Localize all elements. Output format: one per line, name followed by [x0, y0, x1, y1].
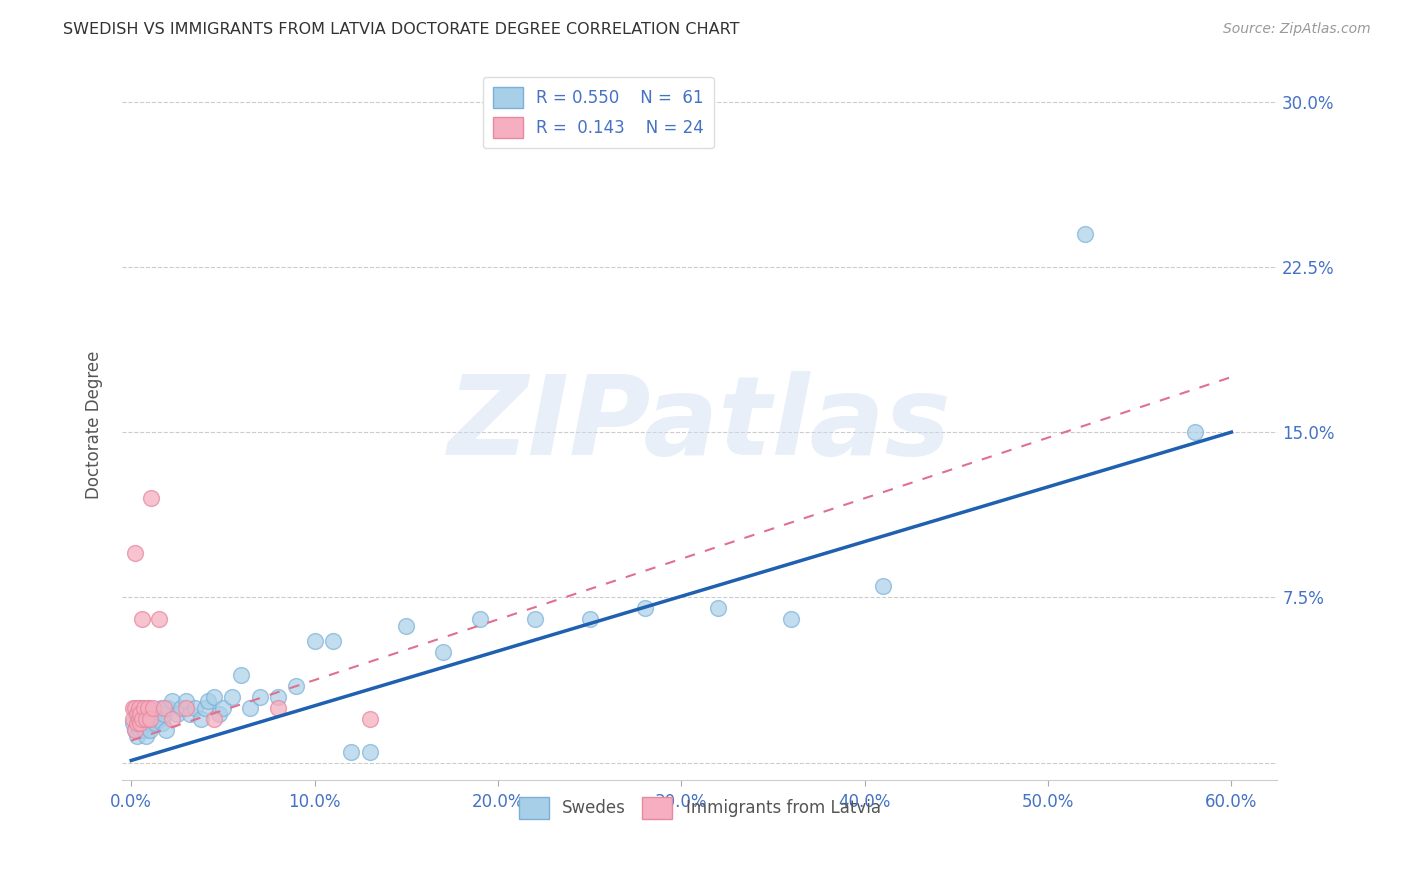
- Point: [285, 679, 308, 693]
- Point: [184, 700, 207, 714]
- Point: [125, 707, 148, 722]
- Text: Source: ZipAtlas.com: Source: ZipAtlas.com: [1223, 22, 1371, 37]
- Legend: Swedes, Immigrants from Latvia: Swedes, Immigrants from Latvia: [512, 790, 887, 825]
- Point: [132, 707, 155, 722]
- Point: [1184, 425, 1206, 439]
- Point: [131, 712, 153, 726]
- Point: [174, 700, 197, 714]
- Point: [153, 700, 176, 714]
- Point: [136, 700, 159, 714]
- Point: [249, 690, 271, 704]
- Point: [148, 712, 170, 726]
- Point: [124, 723, 146, 737]
- Point: [160, 694, 183, 708]
- Point: [707, 601, 730, 615]
- Point: [128, 712, 150, 726]
- Point: [135, 716, 157, 731]
- Point: [202, 712, 225, 726]
- Point: [131, 716, 153, 731]
- Point: [1074, 227, 1097, 241]
- Point: [128, 716, 150, 731]
- Point: [340, 745, 363, 759]
- Y-axis label: Doctorate Degree: Doctorate Degree: [86, 351, 103, 499]
- Point: [160, 712, 183, 726]
- Point: [239, 700, 262, 714]
- Point: [190, 712, 212, 726]
- Point: [872, 579, 894, 593]
- Point: [267, 700, 290, 714]
- Point: [129, 716, 152, 731]
- Text: ZIPatlas: ZIPatlas: [447, 371, 952, 478]
- Point: [395, 619, 418, 633]
- Point: [322, 634, 344, 648]
- Point: [138, 716, 160, 731]
- Point: [124, 546, 146, 560]
- Point: [304, 634, 326, 648]
- Point: [149, 700, 172, 714]
- Point: [131, 700, 153, 714]
- Point: [136, 700, 159, 714]
- Point: [523, 612, 546, 626]
- Point: [131, 612, 153, 626]
- Text: SWEDISH VS IMMIGRANTS FROM LATVIA DOCTORATE DEGREE CORRELATION CHART: SWEDISH VS IMMIGRANTS FROM LATVIA DOCTOR…: [63, 22, 740, 37]
- Point: [141, 491, 163, 506]
- Point: [128, 700, 150, 714]
- Point: [125, 716, 148, 731]
- Point: [125, 707, 148, 722]
- Point: [156, 700, 179, 714]
- Point: [122, 700, 145, 714]
- Point: [124, 723, 146, 737]
- Point: [153, 707, 176, 722]
- Point: [193, 700, 215, 714]
- Point: [150, 716, 173, 731]
- Point: [170, 700, 193, 714]
- Point: [212, 700, 235, 714]
- Point: [122, 712, 145, 726]
- Point: [129, 707, 152, 722]
- Point: [166, 707, 188, 722]
- Point: [634, 601, 657, 615]
- Point: [128, 700, 150, 714]
- Point: [202, 690, 225, 704]
- Point: [221, 690, 243, 704]
- Point: [142, 700, 165, 714]
- Point: [359, 712, 381, 726]
- Point: [231, 667, 253, 681]
- Point: [155, 723, 177, 737]
- Point: [578, 612, 600, 626]
- Point: [132, 723, 155, 737]
- Point: [136, 712, 159, 726]
- Point: [432, 645, 454, 659]
- Point: [267, 690, 290, 704]
- Point: [208, 707, 231, 722]
- Point: [143, 716, 166, 731]
- Point: [359, 745, 381, 759]
- Point: [135, 712, 157, 726]
- Point: [780, 612, 803, 626]
- Point: [138, 712, 160, 726]
- Point: [197, 694, 219, 708]
- Point: [129, 723, 152, 737]
- Point: [174, 694, 197, 708]
- Point: [179, 707, 201, 722]
- Point: [468, 612, 491, 626]
- Point: [141, 707, 163, 722]
- Point: [138, 723, 160, 737]
- Point: [146, 707, 169, 722]
- Point: [122, 716, 145, 731]
- Point: [142, 712, 165, 726]
- Point: [135, 729, 157, 743]
- Point: [124, 700, 146, 714]
- Point: [148, 612, 170, 626]
- Point: [129, 712, 152, 726]
- Point: [132, 700, 155, 714]
- Point: [125, 729, 148, 743]
